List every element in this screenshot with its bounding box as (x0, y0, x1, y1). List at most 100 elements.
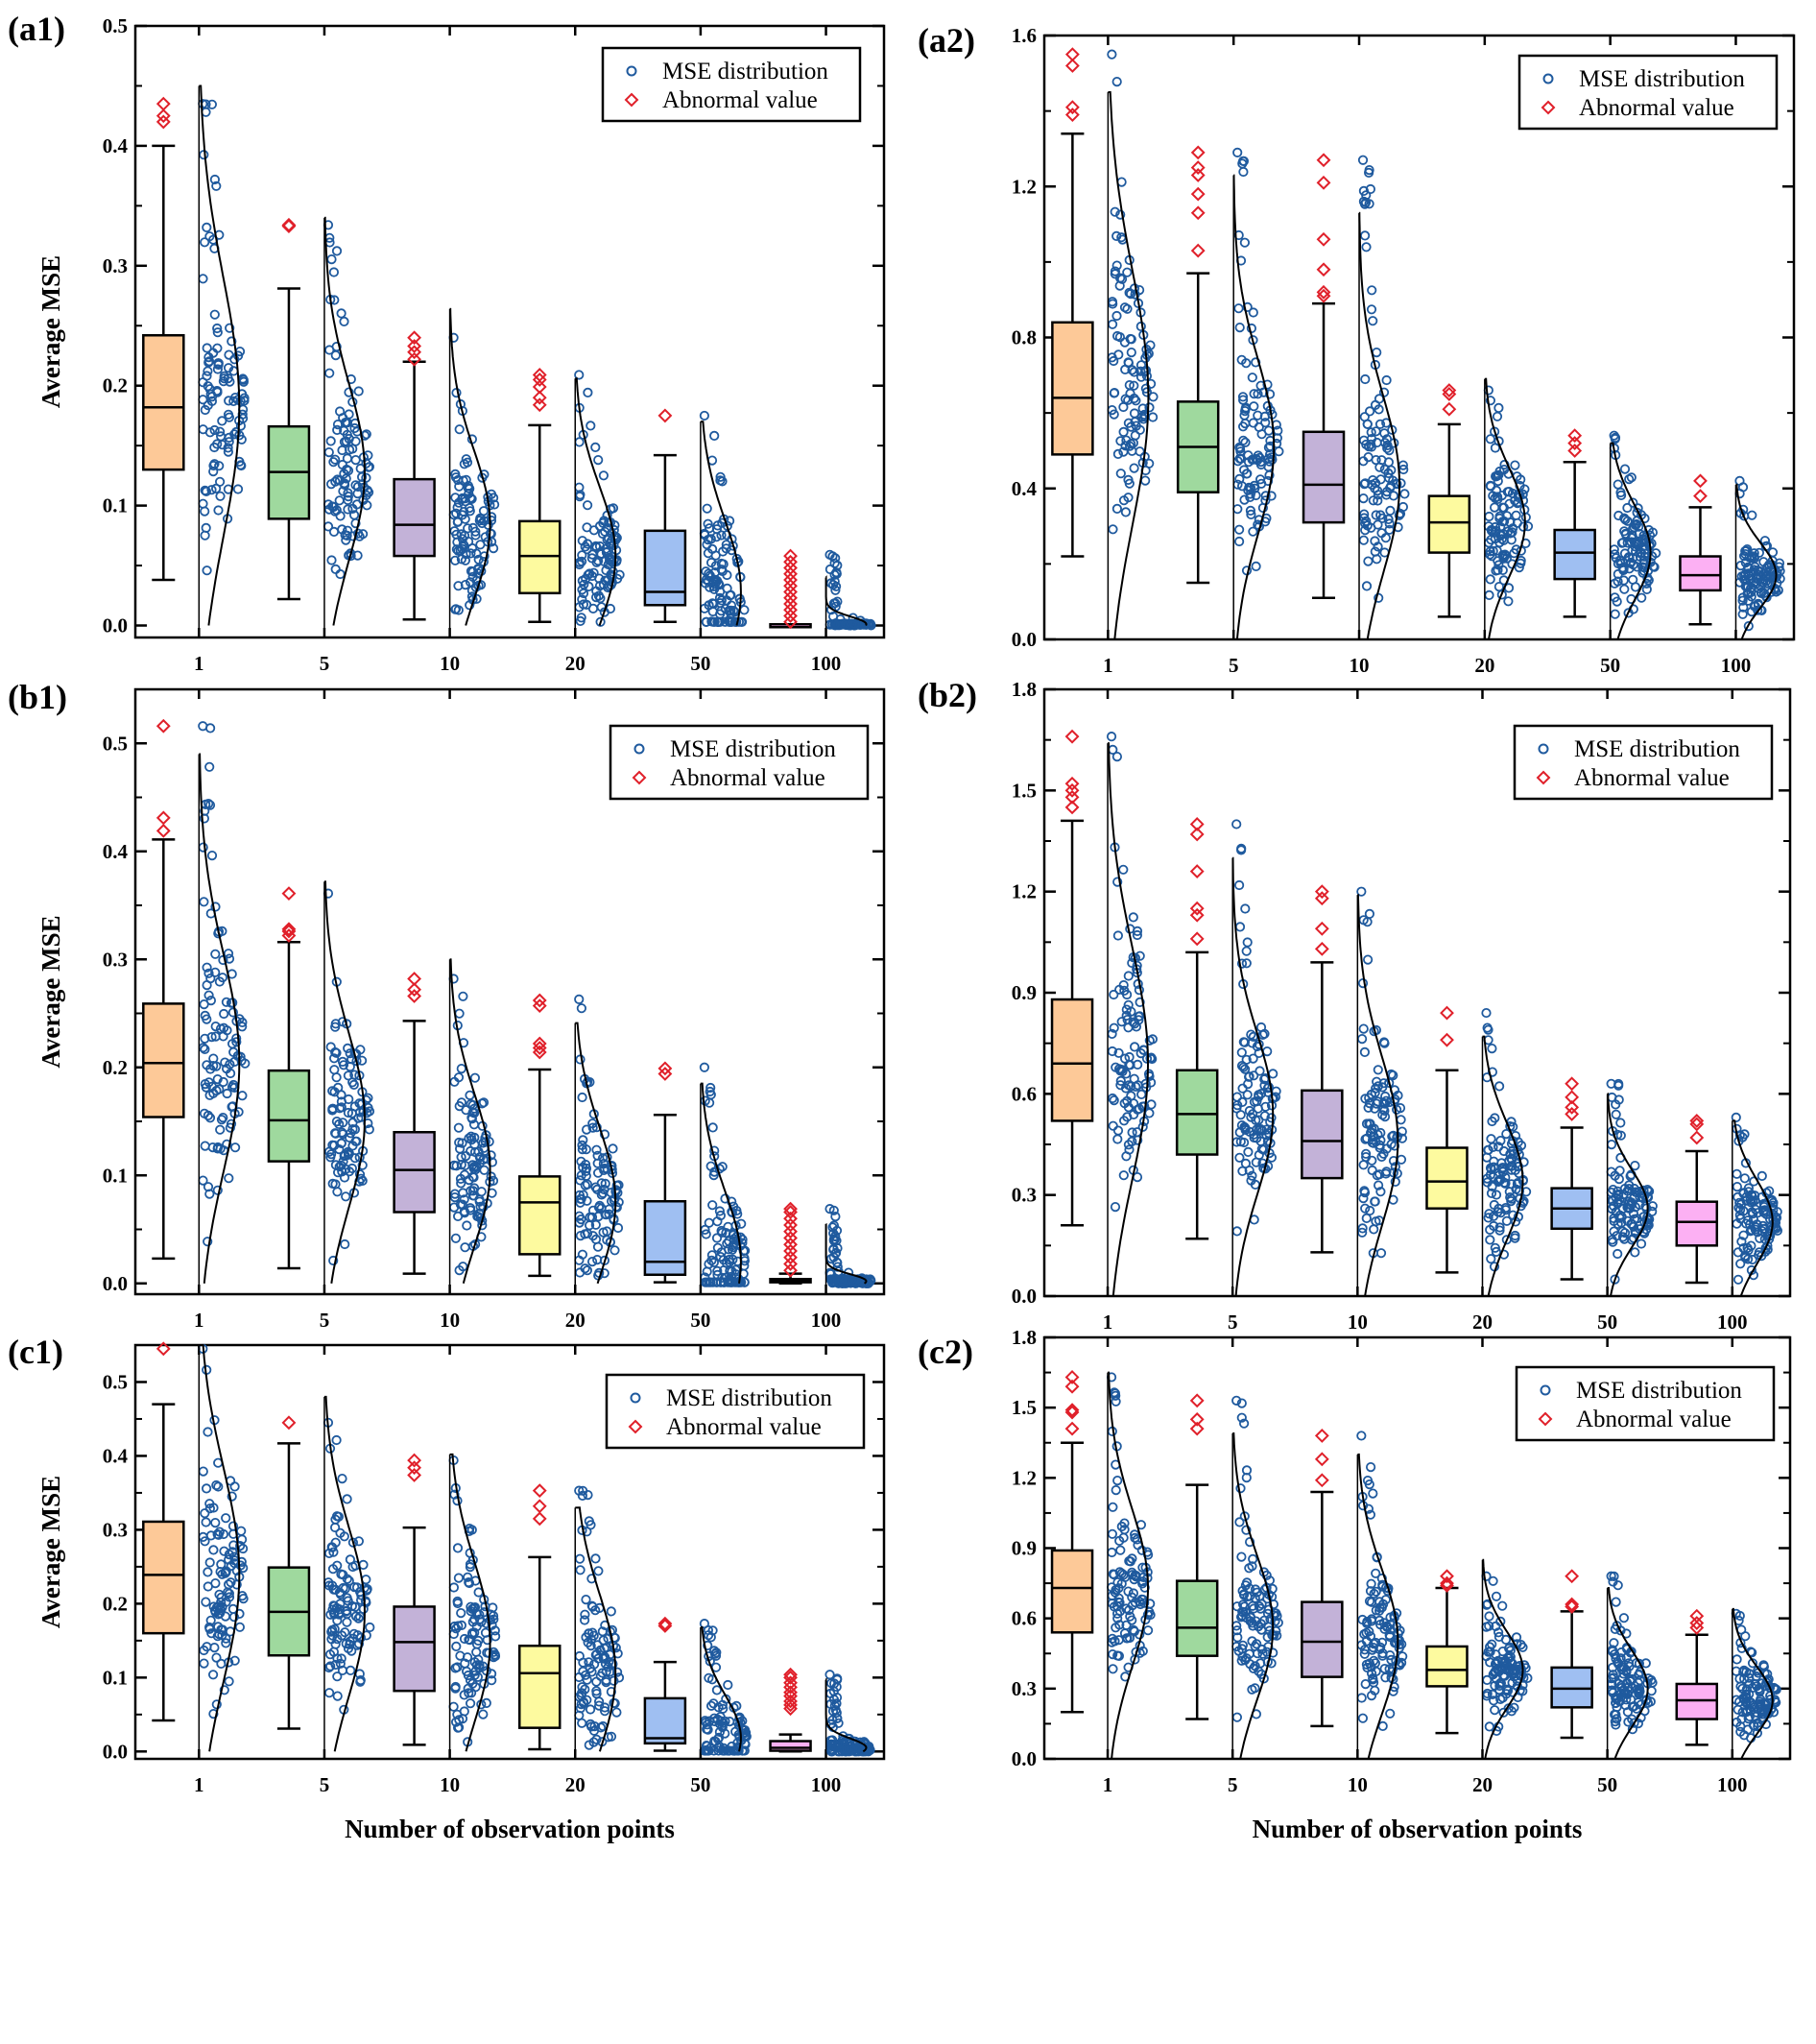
xtick-label: 20 (565, 1773, 585, 1796)
distribution-point (703, 1724, 713, 1735)
distribution-point (200, 1010, 210, 1022)
distribution-point (1378, 1078, 1389, 1089)
distribution-point (1143, 1625, 1154, 1636)
distribution-point (212, 327, 223, 338)
distribution-point (1738, 1230, 1749, 1240)
distribution-point (1258, 387, 1269, 397)
outlier-point (1314, 1429, 1329, 1443)
distribution-point (599, 1643, 609, 1654)
distribution-point (1396, 1115, 1406, 1125)
distribution-point (1231, 1712, 1243, 1722)
distribution-point (824, 549, 835, 560)
distribution-point (1115, 469, 1126, 479)
outlier-point (1314, 941, 1329, 956)
distribution-point (473, 554, 484, 565)
distribution-point (486, 1150, 496, 1161)
distribution-point (1108, 319, 1118, 329)
distribution-point (328, 1053, 340, 1064)
distribution-point (1233, 303, 1244, 314)
distribution-point (1144, 458, 1155, 469)
outlier-point (1567, 444, 1583, 458)
distribution-point (1125, 1611, 1135, 1622)
ytick-label: 0.3 (103, 948, 128, 971)
distribution-point (731, 1700, 742, 1712)
distribution-point (1759, 536, 1771, 546)
distribution-point (465, 506, 475, 517)
distribution-point (1485, 480, 1495, 491)
distribution-point (486, 512, 497, 522)
legend: MSE distribution Abnormal value (1513, 724, 1774, 801)
distribution-point (1262, 379, 1273, 390)
outlier-point (155, 1341, 171, 1357)
distribution-point (348, 1079, 359, 1091)
distribution-point (204, 1557, 215, 1568)
distribution-point (1486, 1134, 1496, 1144)
distribution-point (1357, 1223, 1368, 1234)
distribution-point (1129, 1575, 1139, 1585)
distribution-point (219, 371, 229, 381)
outlier-point (783, 1231, 798, 1245)
series-group-100 (1675, 1607, 1781, 1760)
distribution-point (199, 1108, 210, 1118)
outlier-point (1190, 243, 1206, 258)
distribution-point (587, 1122, 598, 1133)
distribution-point (1235, 446, 1246, 457)
series-group-20 (518, 368, 625, 637)
distribution-point (739, 605, 750, 615)
distribution-point (474, 516, 485, 526)
distribution-point (593, 1700, 605, 1711)
outlier-point (281, 1415, 297, 1431)
distribution-point (1373, 519, 1383, 530)
distribution-point (1619, 464, 1631, 474)
distribution-point (448, 1701, 459, 1712)
distribution-point (1236, 1047, 1247, 1058)
legend: MSE distribution Abnormal value (1517, 54, 1779, 131)
distribution-point (460, 579, 470, 590)
density-curve (700, 421, 742, 626)
distribution-point (588, 1737, 599, 1747)
ytick-label: 1.5 (1012, 779, 1037, 802)
distribution-point (203, 968, 214, 978)
series-group-5 (1175, 817, 1281, 1297)
distribution-point (580, 1609, 590, 1620)
distribution-point (226, 1577, 236, 1588)
distribution-point (337, 1665, 347, 1676)
distribution-point (599, 556, 609, 566)
distribution-point (209, 309, 220, 320)
distribution-point (224, 1579, 234, 1590)
distribution-point (343, 1107, 353, 1118)
distribution-point (220, 1057, 230, 1068)
distribution-point (206, 99, 217, 109)
series-group-20 (518, 993, 624, 1294)
series-group-100 (769, 1667, 875, 1759)
outlier-point (1565, 1106, 1580, 1121)
distribution-point (1108, 1664, 1118, 1674)
distribution-point (1249, 401, 1259, 412)
distribution-point (606, 1606, 616, 1617)
distribution-point (575, 1175, 585, 1186)
distribution-point (1130, 289, 1140, 300)
distribution-point (1115, 436, 1126, 446)
distribution-point (1496, 1164, 1508, 1174)
outlier-point (1567, 436, 1583, 450)
distribution-point (339, 316, 349, 326)
distribution-point (1744, 552, 1755, 563)
distribution-point (1374, 462, 1385, 472)
distribution-point (713, 1745, 724, 1756)
ytick-label: 0.9 (1012, 981, 1037, 1004)
distribution-point (1733, 1202, 1744, 1214)
distribution-point (1241, 946, 1252, 956)
distribution-point (332, 1187, 343, 1197)
distribution-point (581, 1595, 591, 1605)
distribution-point (351, 1582, 363, 1593)
distribution-point (1108, 744, 1118, 756)
box (142, 333, 185, 471)
distribution-point (1234, 536, 1245, 547)
distribution-point (1746, 1240, 1756, 1251)
density-curve (449, 1453, 491, 1752)
xtick-label: 100 (811, 1309, 842, 1332)
distribution-point (1124, 1632, 1135, 1644)
legend-label: MSE distribution (670, 736, 836, 762)
xtick-label: 10 (1350, 654, 1370, 677)
distribution-point (715, 1712, 726, 1722)
